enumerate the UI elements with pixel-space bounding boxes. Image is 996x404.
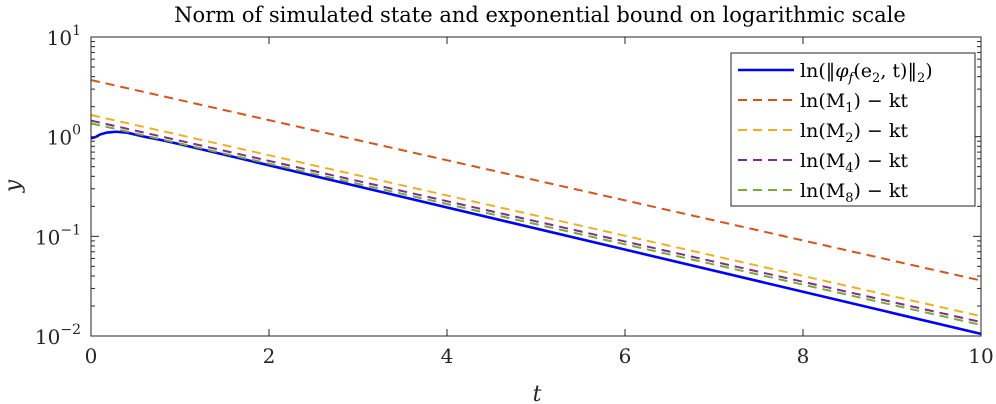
chart-title: Norm of simulated state and exponential … [174, 3, 906, 27]
legend: ln(‖φf(e2, t)‖2) ln(M1) − kt ln(M2) − kt ln… [730, 52, 976, 207]
x-tick-label: 2 [263, 344, 276, 368]
x-tick-label: 8 [797, 344, 810, 368]
x-tick-label: 10 [968, 344, 993, 368]
series-line-2 [90, 79, 982, 282]
x-axis: 0 2 4 6 8 10 [85, 37, 994, 368]
y-axis: 10−2 10−1 100 101 [35, 23, 981, 349]
series-layer [90, 79, 982, 336]
axes-box [90, 36, 982, 337]
series-line-5 [90, 122, 982, 326]
x-tick-label: 0 [85, 344, 98, 368]
series-line-3 [90, 114, 982, 318]
legend-entry-5: ln(M8) − kt [800, 180, 908, 206]
y-axis-label: y [1, 179, 26, 193]
y-tick-label: 10−2 [35, 322, 81, 349]
legend-entry-4: ln(M4) − kt [800, 150, 908, 176]
legend-entry-1: ln(‖φf(e2, t)‖2) [800, 60, 933, 86]
legend-entry-3: ln(M2) − kt [800, 120, 908, 146]
series-line-4 [90, 119, 982, 324]
x-axis-label: t [533, 382, 542, 404]
y-tick-label: 10−1 [35, 222, 81, 249]
x-tick-label: 6 [619, 344, 632, 368]
legend-entry-2: ln(M1) − kt [800, 90, 908, 116]
y-tick-label: 101 [47, 23, 81, 50]
x-tick-label: 4 [441, 344, 454, 368]
y-tick-label: 100 [47, 123, 81, 150]
